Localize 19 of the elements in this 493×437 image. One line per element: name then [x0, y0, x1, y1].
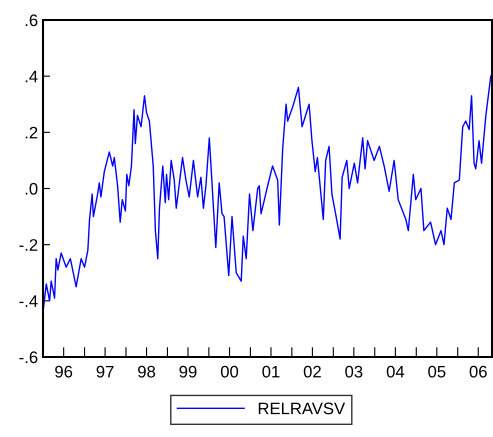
x-tick-label: 00 [220, 366, 238, 378]
x-tick-label: 97 [96, 366, 114, 378]
y-tick-label: -.6 [19, 351, 38, 364]
x-tick-label: 02 [304, 366, 321, 378]
y-tick-label: .6 [26, 14, 38, 26]
x-tick-label: 06 [470, 366, 487, 378]
x-tick-label: 96 [55, 366, 72, 378]
legend-label: RELRAVSV [258, 402, 346, 414]
y-tick-label: .2 [26, 126, 38, 138]
y-tick-label: .0 [26, 182, 38, 195]
y-tick-label: .4 [26, 70, 38, 82]
x-tick-label: 05 [428, 366, 446, 378]
x-tick-label: 01 [262, 366, 280, 378]
x-tick-label: 98 [138, 366, 156, 378]
x-tick-label: 04 [386, 366, 404, 378]
y-tick-label: -.2 [19, 239, 38, 251]
y-tick-label: -.4 [19, 295, 38, 307]
x-tick-label: 99 [179, 366, 196, 378]
x-tick-label: 03 [345, 366, 362, 378]
